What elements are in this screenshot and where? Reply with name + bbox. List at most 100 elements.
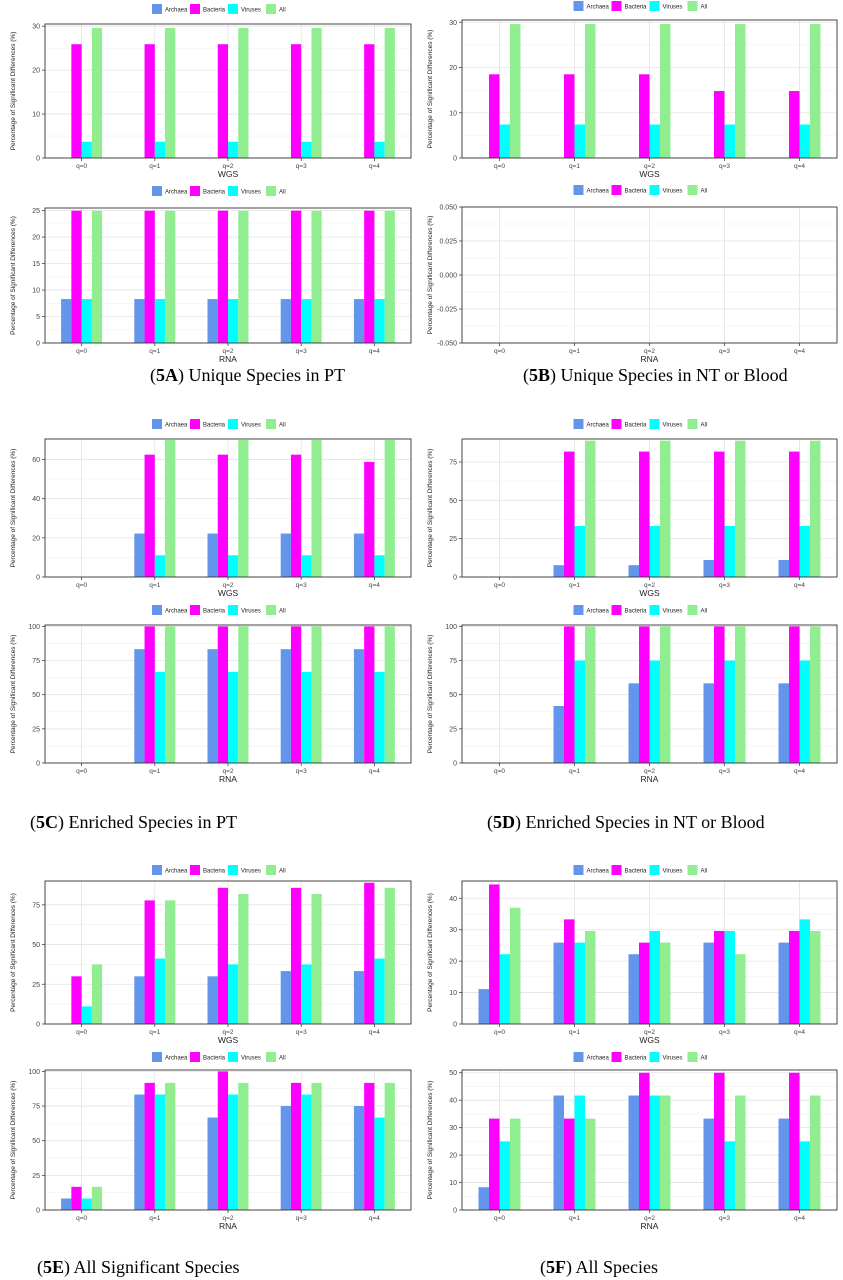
legend-swatch-bacteria: [611, 1, 622, 11]
bar-all: [238, 210, 249, 343]
x-axis-label: WGS: [639, 169, 660, 179]
legend-label-viruses: Viruses: [663, 869, 683, 875]
x-tick-label: q=2: [644, 582, 655, 589]
bar-all: [91, 27, 103, 158]
bar-viruses: [154, 141, 166, 158]
bar-bacteria: [290, 887, 302, 1024]
bar-bacteria: [789, 626, 800, 763]
y-tick-label: 0: [453, 761, 457, 768]
chart-5f-rna: 0 10 20 30 40 50 q=0 q=1 q=2 q=3 q=4 RNA Percentage …: [427, 1052, 838, 1231]
bar-bacteria: [489, 884, 500, 1024]
bar-archaea: [280, 971, 291, 1024]
bar-bacteria: [71, 976, 82, 1024]
bar-bacteria: [639, 942, 650, 1024]
plot-border: [44, 438, 412, 578]
bar-bacteria: [489, 1118, 500, 1210]
bar-bacteria: [639, 626, 650, 763]
bar-archaea: [280, 533, 291, 577]
bar-bacteria: [789, 930, 800, 1024]
bar-viruses: [228, 671, 239, 763]
bar-archaea: [280, 649, 291, 763]
bar-viruses: [799, 660, 810, 763]
bar-bacteria: [364, 461, 375, 577]
legend-label-all: All: [701, 869, 708, 875]
y-tick-label: 10: [449, 1180, 457, 1187]
x-tick-label: q=4: [794, 582, 805, 589]
x-tick-label: q=0: [76, 1029, 87, 1036]
bar-archaea: [703, 683, 714, 763]
bar-all: [238, 439, 249, 577]
chart-5f-wgs: 0 10 20 30 40 q=0 q=1 q=2 q=3 q=4 WGS Percentage of…: [427, 865, 838, 1045]
bar-all: [585, 626, 596, 763]
bar-bacteria: [290, 210, 302, 343]
x-tick-label: q=4: [369, 163, 380, 170]
bar-bacteria: [217, 887, 228, 1024]
y-tick-label: 100: [28, 624, 40, 631]
bar-bacteria: [144, 1082, 155, 1210]
bar-viruses: [574, 1095, 585, 1210]
plot-border: [44, 23, 412, 159]
legend-swatch-all: [266, 186, 276, 196]
legend-label-viruses: Viruses: [241, 869, 261, 875]
y-tick-label: 50: [32, 1138, 40, 1145]
x-tick-label: q=4: [794, 768, 805, 775]
bar-bacteria: [364, 210, 375, 343]
legend-label-viruses: Viruses: [241, 190, 261, 196]
legend-swatch-archaea: [573, 419, 584, 429]
legend-label-bacteria: Bacteria: [625, 869, 648, 875]
bar-viruses: [228, 141, 239, 158]
bar-bacteria: [639, 451, 650, 577]
y-tick-label: 20: [32, 235, 40, 242]
chart-5b-wgs: 0 10 20 30 q=0 q=1 q=2 q=3 q=4 WGS Percentage of S…: [427, 1, 838, 179]
bar-archaea: [207, 299, 218, 343]
x-tick-label: q=1: [569, 348, 580, 355]
chart-5c-rna: 0 25 50 75 100 q=0 q=1 q=2 q=3 q=4 RNA Percentage o…: [10, 605, 412, 784]
y-tick-label: 25: [32, 208, 40, 215]
legend-label-viruses: Viruses: [663, 5, 683, 11]
legend-swatch-archaea: [573, 185, 584, 195]
bar-viruses: [154, 671, 166, 763]
bar-viruses: [649, 660, 660, 763]
bar-all: [165, 626, 176, 763]
bar-all: [810, 626, 821, 763]
y-tick-label: 0: [36, 1022, 40, 1029]
legend-swatch-archaea: [573, 605, 584, 615]
bar-viruses: [374, 1117, 385, 1210]
y-tick-label: 20: [449, 959, 457, 966]
x-axis-label: RNA: [219, 1221, 237, 1231]
bar-viruses: [228, 1094, 239, 1210]
y-tick-label: 0: [453, 156, 457, 163]
bar-viruses: [799, 525, 810, 577]
y-tick-label: 0: [453, 1022, 457, 1029]
legend-label-bacteria: Bacteria: [203, 8, 226, 14]
bar-bacteria: [364, 626, 375, 763]
bar-bacteria: [714, 1072, 725, 1210]
bar-bacteria: [144, 210, 155, 343]
y-axis-label: Percentage of Significant Differences (%…: [10, 893, 17, 1012]
legend-swatch-all: [687, 605, 698, 615]
chart-5b-rna: -0.050 -0.025 0.000 0.025 0.050 q=0 q=1 q=2 q=3 q…: [427, 185, 838, 364]
y-tick-label: 25: [32, 982, 40, 989]
bar-all: [238, 1082, 249, 1210]
legend-label-viruses: Viruses: [663, 189, 683, 195]
y-tick-label: 30: [32, 24, 40, 31]
legend-swatch-archaea: [573, 1, 584, 11]
x-tick-label: q=4: [369, 1215, 380, 1222]
bar-all: [165, 439, 176, 577]
legend-label-bacteria: Bacteria: [203, 190, 226, 196]
x-tick-label: q=1: [569, 1029, 580, 1036]
chart-5a-rna: 0 5 10 15 20 25 q=0 q=1 q=2 q=3 q=4 RNA Percentage o…: [10, 186, 412, 364]
bar-bacteria: [789, 451, 800, 577]
bar-viruses: [724, 124, 735, 158]
bar-viruses: [799, 1141, 810, 1210]
bar-archaea: [778, 683, 789, 763]
x-tick-label: q=2: [222, 1215, 233, 1222]
legend-swatch-viruses: [649, 865, 660, 875]
bar-archaea: [628, 683, 639, 763]
x-tick-label: q=3: [719, 1029, 730, 1036]
x-tick-label: q=3: [719, 1215, 730, 1222]
bar-bacteria: [290, 626, 302, 763]
legend-swatch-bacteria: [190, 186, 200, 196]
bar-bacteria: [217, 454, 228, 577]
bar-viruses: [724, 525, 735, 577]
